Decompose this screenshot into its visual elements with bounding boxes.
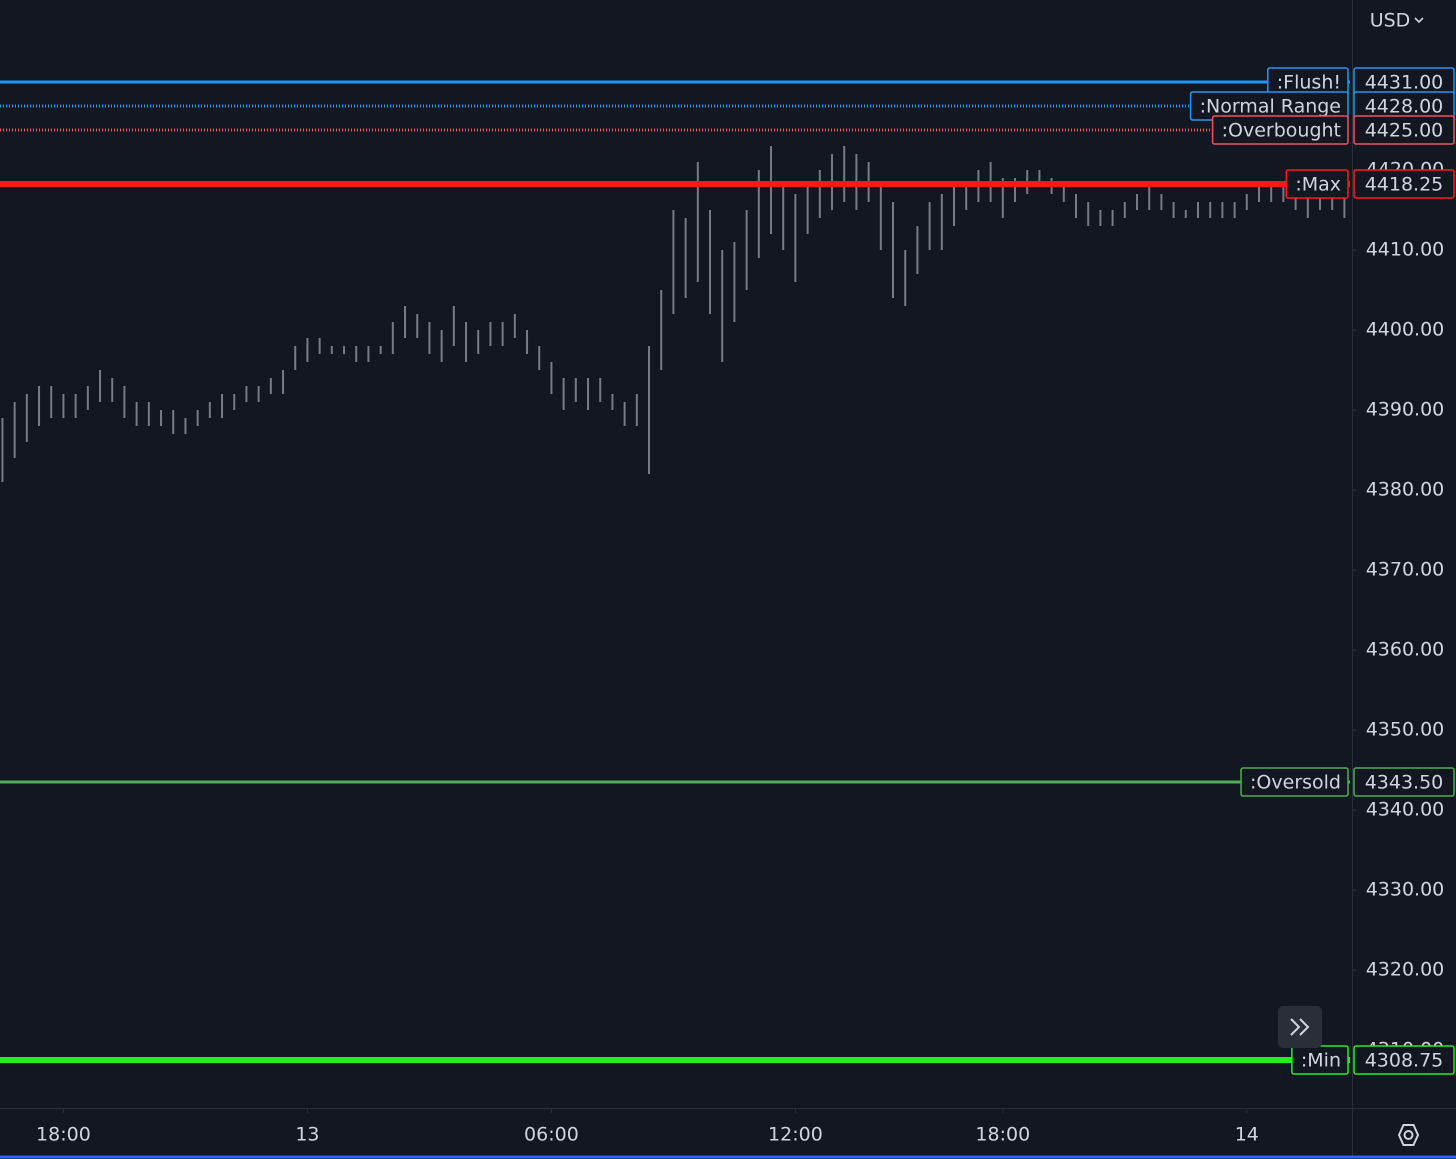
y-tick-label: 4320.00 — [1366, 959, 1445, 981]
y-tick-label: 4410.00 — [1366, 239, 1445, 261]
level-value-box — [1353, 1045, 1455, 1075]
level-labels: :Flush! 4431.00 :Normal Range 4428.00 :Overb… — [1189, 67, 1455, 1075]
settings-icon-center[interactable] — [1403, 1130, 1414, 1140]
level-name: :Flush! — [1277, 72, 1341, 94]
level-value: 4428.00 — [1365, 96, 1444, 118]
x-tick-label: 12:00 — [768, 1124, 823, 1146]
y-tick-label: 4350.00 — [1366, 719, 1445, 741]
level-value: 4425.00 — [1365, 120, 1444, 142]
settings-icon[interactable] — [1397, 1124, 1420, 1146]
y-tick-label: 4330.00 — [1366, 879, 1445, 901]
y-tick-label: 4400.00 — [1366, 319, 1445, 341]
currency-dropdown[interactable] — [1414, 17, 1424, 24]
settings-button[interactable] — [1397, 1124, 1420, 1146]
x-tick-label: 18:00 — [36, 1124, 91, 1146]
level-name: :Overbought — [1222, 120, 1341, 142]
y-tick-label: 4390.00 — [1366, 399, 1445, 421]
x-tick-label: 13 — [295, 1124, 319, 1146]
scroll-to-realtime-button[interactable] — [1278, 1006, 1322, 1048]
level-name: :Oversold — [1250, 772, 1341, 794]
plot-area — [0, 80, 1350, 1063]
level-value-box — [1353, 169, 1455, 199]
level-value: 4418.25 — [1365, 174, 1444, 196]
level-name-box — [1240, 767, 1349, 797]
currency[interactable]: USD — [1370, 10, 1411, 32]
button-icon[interactable] — [1290, 1018, 1310, 1036]
level-value-box — [1353, 115, 1455, 145]
x-tick-label: 18:00 — [975, 1124, 1030, 1146]
level-name: :Normal Range — [1200, 96, 1341, 118]
level-name: :Max — [1295, 174, 1341, 196]
x-tick-label: 06:00 — [524, 1124, 579, 1146]
level-value: 4343.50 — [1365, 772, 1444, 794]
level-name-box — [1285, 169, 1349, 199]
level-value: 4308.75 — [1365, 1050, 1444, 1072]
y-tick-label: 4370.00 — [1366, 559, 1445, 581]
level-value-box — [1353, 767, 1455, 797]
y-tick-label: 4340.00 — [1366, 799, 1445, 821]
x-tick-label: 14 — [1235, 1124, 1259, 1146]
y-tick-label: 4360.00 — [1366, 639, 1445, 661]
y-tick-label: 4380.00 — [1366, 479, 1445, 501]
level-name-box — [1211, 115, 1349, 145]
level-value: 4431.00 — [1365, 72, 1444, 94]
axes: 4310.004320.004330.004340.004350.004360.… — [36, 79, 1444, 1146]
level-name: :Min — [1301, 1050, 1341, 1072]
